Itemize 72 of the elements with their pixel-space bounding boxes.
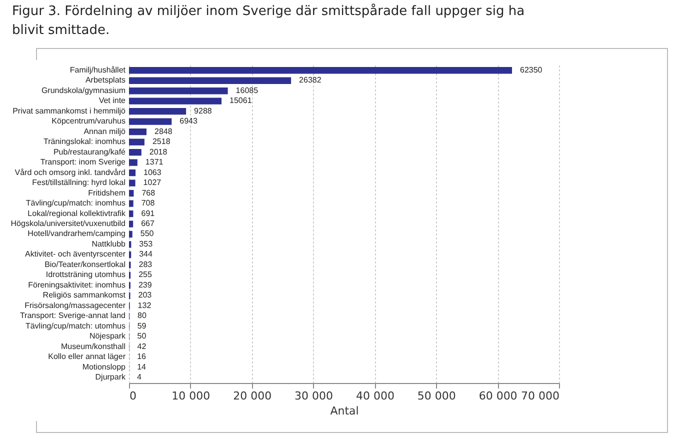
data-label: 42 bbox=[137, 342, 147, 351]
x-tick-label: 20 000 bbox=[233, 390, 272, 402]
data-label: 50 bbox=[137, 332, 147, 341]
x-tick-label: 0 bbox=[130, 390, 136, 402]
data-label: 2518 bbox=[152, 137, 171, 146]
data-label: 62350 bbox=[520, 65, 543, 74]
data-label: 1063 bbox=[144, 168, 162, 177]
data-label: 2848 bbox=[154, 126, 173, 136]
data-label: 203 bbox=[138, 290, 152, 300]
data-label: 132 bbox=[138, 300, 152, 310]
data-label: 4 bbox=[137, 372, 142, 382]
y-tick-label: Aktivitet- och äventyrscenter bbox=[25, 250, 126, 259]
y-tick-label: Fest/tillställning: hyrd lokal bbox=[32, 178, 126, 188]
x-tick-label: 30 000 bbox=[294, 390, 334, 402]
y-tick-label: Vet inte bbox=[98, 96, 126, 106]
y-tick-label: Träningslokal: inomhus bbox=[44, 137, 126, 146]
y-tick-label: Frisörsalong/massagecenter bbox=[24, 300, 126, 310]
x-tick-label: 70 000 bbox=[521, 390, 560, 402]
data-label: 59 bbox=[137, 321, 147, 330]
data-label: 9288 bbox=[194, 106, 212, 116]
y-tick-label: Högskola/universitet/vuxenutbild bbox=[10, 219, 126, 228]
data-label: 344 bbox=[139, 250, 154, 259]
data-label: 239 bbox=[138, 280, 152, 290]
data-label: 80 bbox=[137, 311, 147, 320]
data-label: 667 bbox=[141, 219, 155, 228]
x-tick-label: 60 000 bbox=[478, 390, 518, 402]
y-tick-label: Museum/konsthall bbox=[61, 342, 126, 351]
y-tick-label: Fritidshem bbox=[88, 188, 126, 198]
data-label: 550 bbox=[140, 229, 154, 238]
data-label: 255 bbox=[138, 270, 152, 280]
y-tick-label: Arbetsplats bbox=[85, 76, 126, 85]
y-tick-label: Annan miljö bbox=[84, 126, 126, 136]
y-tick-label: Motionslopp bbox=[82, 362, 126, 372]
y-tick-label: Djurpark bbox=[95, 372, 126, 382]
y-tick-label: Pub/restaurang/kafé bbox=[53, 147, 126, 156]
data-label: 1027 bbox=[143, 178, 162, 188]
y-tick-label: Transport: inom Sverige bbox=[40, 158, 126, 167]
y-tick-label: Föreningsaktivitet: inomhus bbox=[28, 280, 126, 290]
data-label: 15061 bbox=[230, 96, 252, 106]
data-label: 6943 bbox=[180, 116, 198, 126]
x-tick-label: 40 000 bbox=[356, 390, 394, 402]
data-label: 26382 bbox=[299, 76, 322, 85]
y-tick-label: Lokal/regional kollektivtrafik bbox=[28, 208, 126, 218]
x-axis-title: Antal bbox=[330, 404, 359, 418]
data-label: 708 bbox=[141, 198, 156, 208]
y-tick-label: Transport: Sverige-annat land bbox=[20, 311, 126, 320]
data-label: 353 bbox=[139, 239, 154, 248]
y-tick-label: Bio/Teater/konsertlokal bbox=[44, 260, 126, 269]
y-tick-label: Kollo eller annat läger bbox=[48, 352, 126, 362]
y-tick-label: Familj/hushållet bbox=[70, 65, 126, 74]
chart-title: Figur 3. Fördelning av miljöer inom Sverige där smittspårade fall uppger sig ha blivit smittade. bbox=[12, 2, 526, 40]
x-tick-label: 50 000 bbox=[417, 390, 456, 402]
y-tick-label: Tävling/cup/match: utomhus bbox=[25, 321, 126, 330]
y-tick-label: Privat sammankomst i hemmiljö bbox=[12, 106, 126, 116]
y-tick-label: Hotell/vandrarhem/camping bbox=[28, 229, 126, 238]
data-label: 16 bbox=[137, 352, 147, 362]
y-tick-label: Köpcentrum/varuhus bbox=[52, 116, 126, 126]
data-label: 2018 bbox=[149, 147, 168, 156]
y-tick-label: Vård och omsorg inkl. tandvård bbox=[14, 168, 126, 177]
x-tick-label: 10 000 bbox=[172, 390, 210, 402]
y-tick-label: Nöjespark bbox=[89, 332, 126, 341]
y-tick-label: Religiös sammankomst bbox=[42, 290, 126, 300]
data-label: 1371 bbox=[145, 158, 164, 167]
data-label: 16085 bbox=[236, 86, 259, 95]
data-label: 768 bbox=[142, 188, 156, 198]
y-tick-label: Idrottsträning utomhus bbox=[46, 270, 126, 280]
data-label: 283 bbox=[138, 260, 153, 269]
data-label: 14 bbox=[137, 362, 147, 372]
y-tick-label: Grundskola/gymnasium bbox=[41, 86, 126, 95]
y-tick-label: Nattklubb bbox=[92, 239, 126, 248]
y-tick-label: Tävling/cup/match: inomhus bbox=[26, 198, 126, 208]
data-label: 691 bbox=[141, 208, 156, 218]
